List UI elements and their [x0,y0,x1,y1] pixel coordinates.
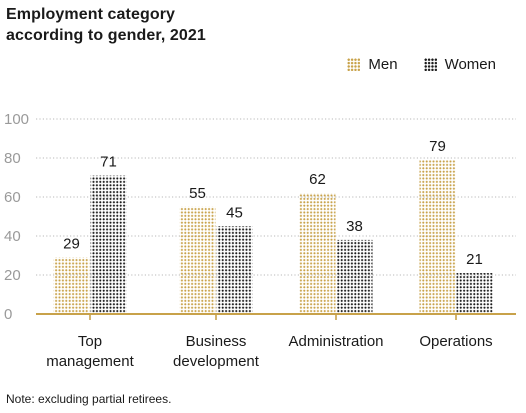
x-category-label: Business [186,333,247,350]
x-category-label: Administration [288,333,383,350]
bar-women [456,273,493,314]
value-labels: 29 71 55 45 62 38 79 21 [63,138,483,268]
y-tick-label: 20 [4,267,21,284]
data-label-men: 55 [189,185,206,202]
legend: Men Women [347,56,496,73]
y-tick-label: 0 [4,306,12,323]
axes: 0 20 40 60 80 100 Top management Business develop… [4,111,516,370]
bar-men [179,206,216,314]
legend-swatch-men [347,58,361,71]
data-label-women: 45 [226,204,243,221]
bar-men [419,159,456,314]
data-label-men: 29 [63,235,80,252]
legend-label-men: Men [368,56,398,73]
data-label-women: 71 [100,154,117,171]
legend-swatch-women [423,58,437,71]
data-label-women: 21 [466,251,483,268]
data-label-men: 79 [429,138,446,155]
x-category-label: Top [78,333,102,350]
legend-item-women: Women [423,56,496,73]
x-category-label: Operations [419,333,492,350]
legend-item-men: Men [347,56,398,73]
bar-women [90,175,127,314]
x-category-label: development [173,353,260,370]
bars [53,159,493,314]
bar-men [299,193,336,314]
bar-men [53,257,90,314]
y-tick-label: 100 [4,111,29,128]
y-tick-label: 80 [4,150,21,167]
data-label-women: 38 [346,218,363,235]
x-category-label: management [46,353,134,370]
y-tick-label: 40 [4,228,21,245]
chart-title-line-1: Employment category [6,6,176,23]
y-tick-label: 60 [4,189,21,206]
chart-title-line-2: according to gender, 2021 [6,27,206,44]
bar-women [216,226,253,314]
bar-women [336,239,373,314]
chart-title: Employment category according to gender,… [6,4,206,46]
footnote: Note: excluding partial retirees. [6,392,172,406]
data-label-men: 62 [309,171,326,188]
legend-label-women: Women [444,56,496,73]
